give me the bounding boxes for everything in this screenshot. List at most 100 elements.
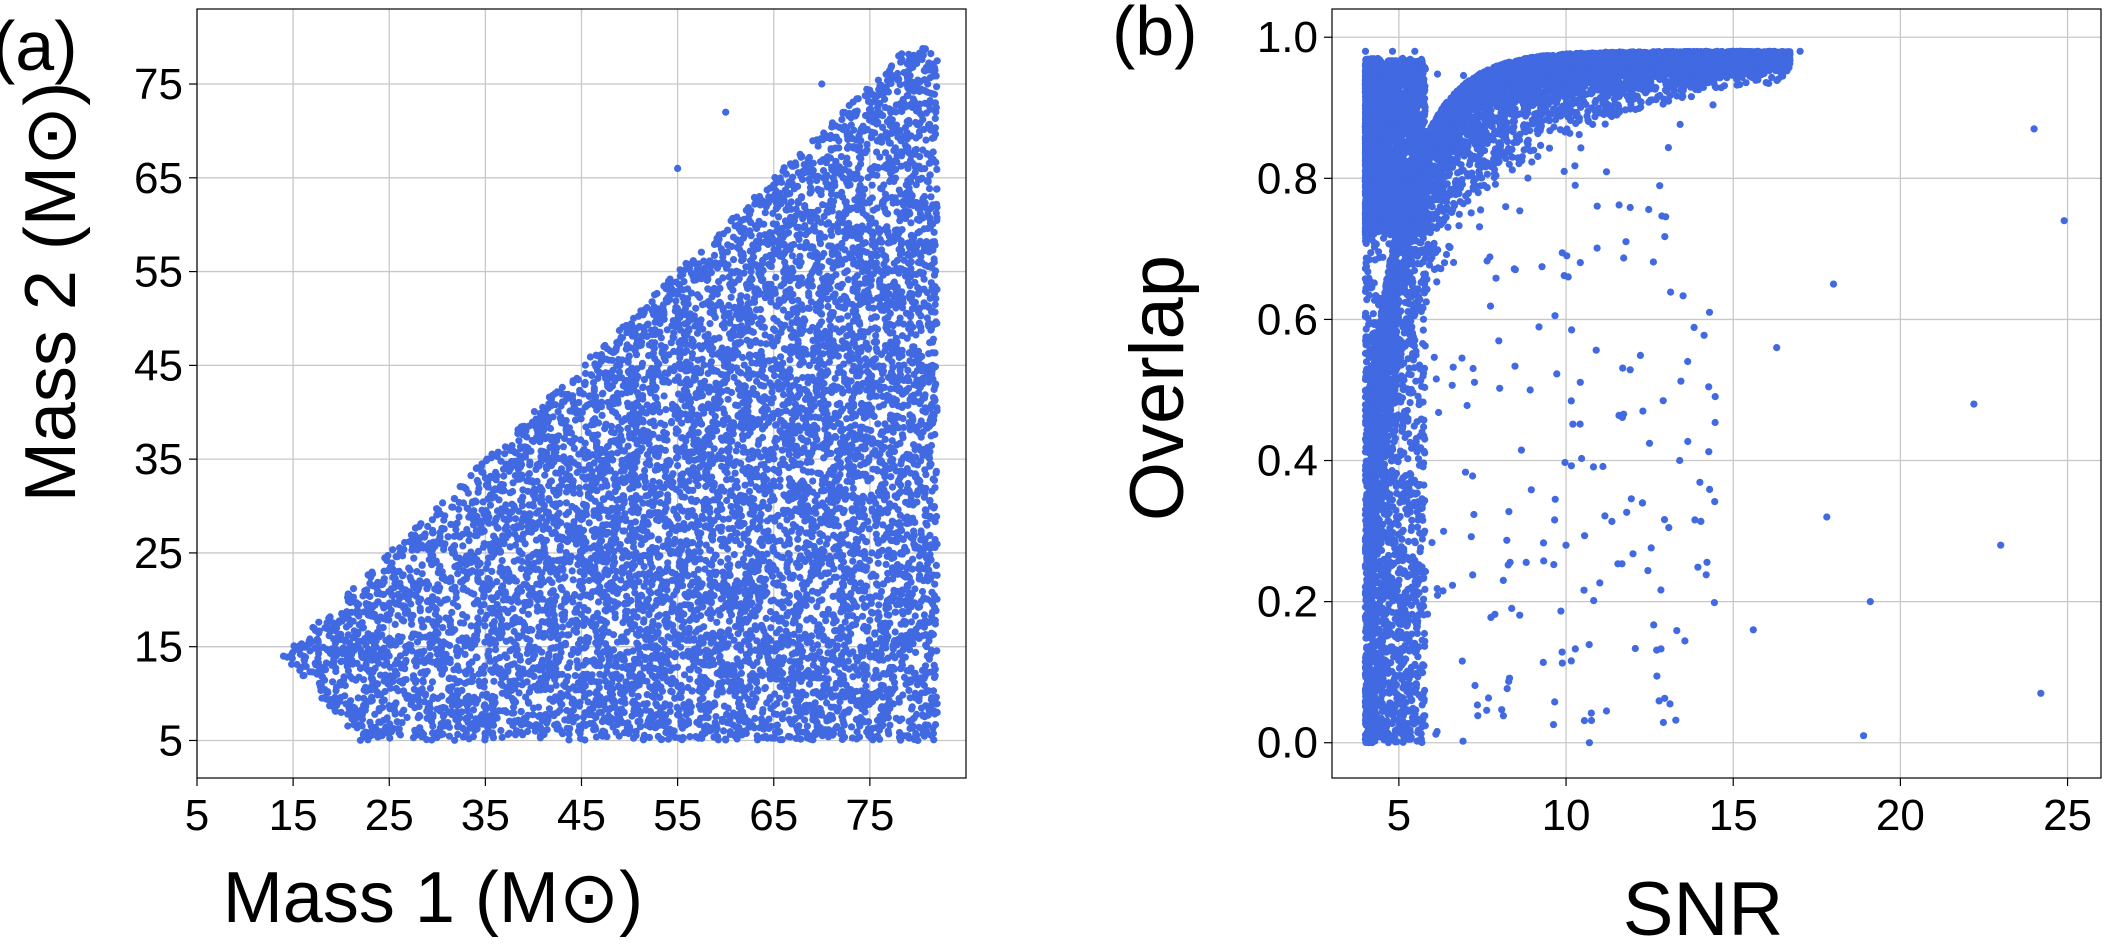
scatter-point (718, 505, 726, 513)
scatter-point (577, 636, 585, 645)
scatter-point (440, 545, 448, 554)
scatter-point (857, 175, 865, 183)
scatter-point (569, 576, 577, 584)
scatter-point (932, 209, 940, 217)
scatter-point (808, 468, 816, 476)
scatter-point (779, 306, 788, 314)
scatter-point (614, 355, 623, 364)
scatter-point (703, 385, 711, 393)
scatter-point (718, 462, 726, 470)
scatter-point (733, 655, 741, 663)
scatter-point (859, 612, 867, 620)
scatter-point (595, 678, 603, 686)
panel-a-points (279, 45, 941, 745)
scatter-point (722, 736, 730, 744)
scatter-point (517, 708, 525, 716)
scatter-point (864, 173, 872, 182)
scatter-point (820, 674, 829, 682)
scatter-point (698, 355, 706, 363)
scatter-point (857, 579, 865, 587)
scatter-point (885, 449, 893, 458)
scatter-point (511, 472, 519, 480)
scatter-point (673, 703, 681, 712)
scatter-point (674, 462, 682, 470)
scatter-point (752, 351, 760, 359)
scatter-point (798, 580, 806, 589)
scatter-point (585, 689, 593, 697)
scatter-point (541, 471, 549, 479)
scatter-point (506, 489, 514, 497)
scatter-point (717, 558, 725, 566)
scatter-point (788, 382, 796, 390)
scatter-point (762, 340, 770, 348)
scatter-point (779, 391, 788, 399)
scatter-point (568, 695, 577, 703)
scatter-point (843, 154, 851, 162)
scatter-point (423, 736, 431, 744)
scatter-point (797, 352, 805, 360)
scatter-point (904, 259, 913, 267)
scatter-point (653, 289, 661, 298)
scatter-point (511, 515, 520, 523)
scatter-point (838, 625, 846, 633)
scatter-point (929, 148, 937, 156)
scatter-point (844, 276, 852, 284)
scatter-point (686, 733, 694, 741)
scatter-point (475, 578, 483, 586)
scatter-point (685, 665, 693, 673)
scatter-point (881, 383, 889, 392)
scatter-point (874, 76, 883, 84)
scatter-point (777, 353, 785, 361)
scatter-point (874, 615, 882, 623)
scatter-point (546, 424, 555, 433)
scatter-point (872, 332, 880, 340)
scatter-point (515, 437, 523, 445)
scatter-point (601, 677, 610, 685)
scatter-point (930, 286, 938, 294)
scatter-point (501, 450, 509, 458)
scatter-point (641, 466, 649, 475)
scatter-point (612, 567, 621, 576)
scatter-point (647, 481, 656, 489)
scatter-point (586, 353, 595, 361)
scatter-point (922, 702, 930, 710)
scatter-point (847, 723, 856, 731)
scatter-point (863, 140, 871, 148)
scatter-point (567, 552, 575, 560)
scatter-point (776, 537, 784, 545)
scatter-point (609, 646, 618, 654)
scatter-point (799, 374, 807, 382)
scatter-point (927, 193, 935, 201)
scatter-point (406, 566, 414, 574)
scatter-point (807, 572, 815, 581)
scatter-point (926, 171, 934, 179)
scatter-point (887, 63, 895, 71)
scatter-point (773, 551, 782, 559)
scatter-point (651, 393, 660, 401)
scatter-point (780, 164, 788, 172)
scatter-point (525, 657, 533, 666)
scatter-point (776, 571, 784, 579)
scatter-point (566, 659, 574, 667)
scatter-point (713, 496, 722, 504)
scatter-point (843, 267, 851, 275)
scatter-point (875, 601, 883, 609)
scatter-point (568, 567, 576, 575)
scatter-point (816, 648, 824, 656)
scatter-point (903, 334, 911, 342)
scatter-point (930, 134, 938, 142)
scatter-point (391, 620, 399, 629)
scatter-point (366, 592, 374, 601)
scatter-point (928, 588, 936, 596)
scatter-point (571, 672, 579, 680)
scatter-point (581, 439, 589, 447)
scatter-point (675, 281, 683, 289)
scatter-point (907, 578, 915, 586)
scatter-point (731, 469, 739, 477)
scatter-point (565, 736, 573, 744)
scatter-point (767, 624, 775, 632)
scatter-point (530, 682, 539, 691)
scatter-point (807, 458, 815, 466)
